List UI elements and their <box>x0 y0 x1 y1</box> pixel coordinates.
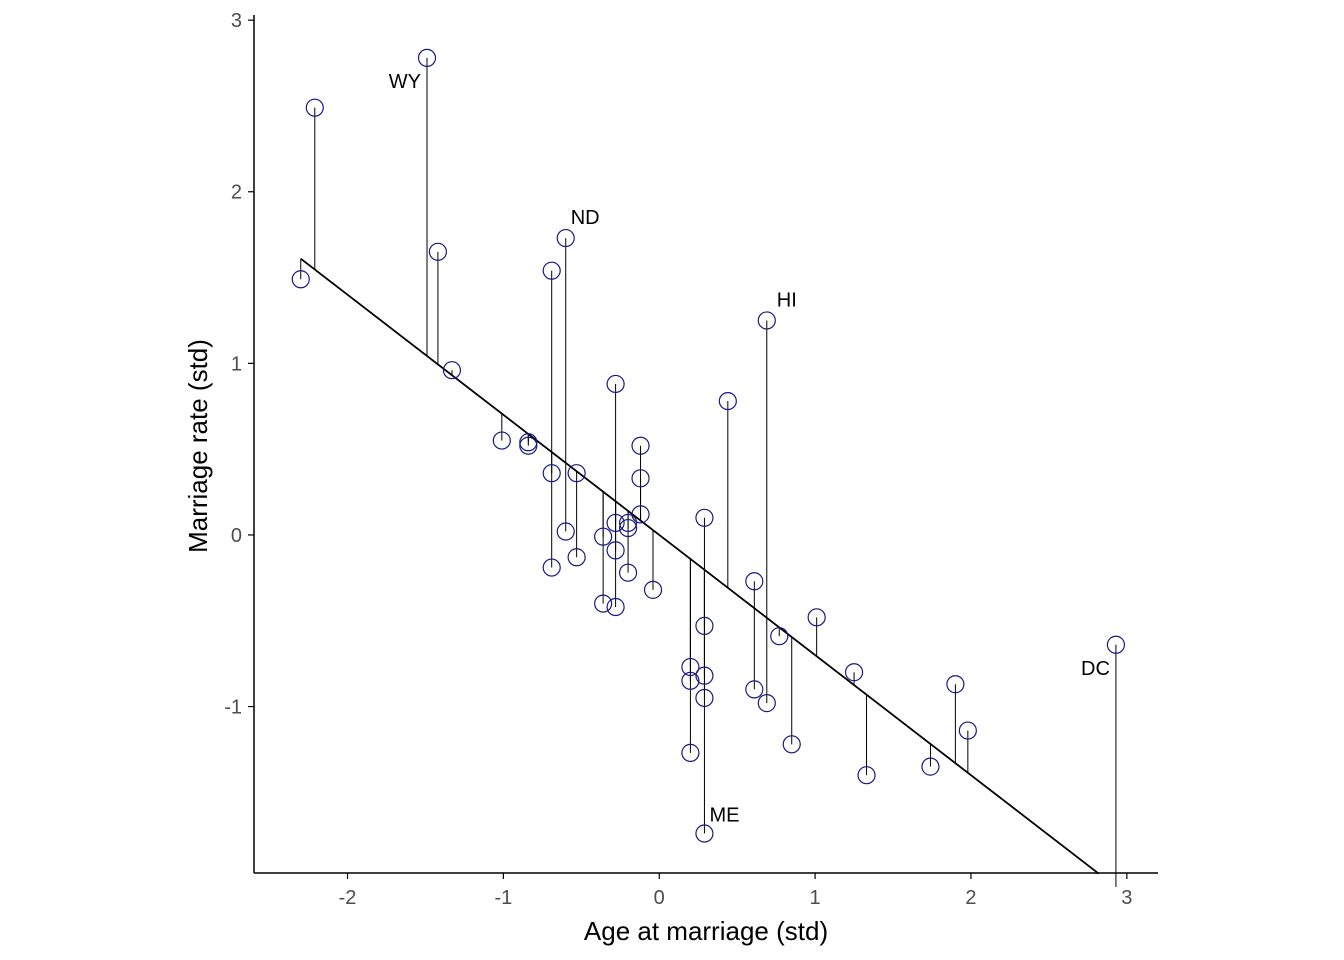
x-ticks: -2 -1 0 1 2 3 <box>339 873 1132 909</box>
data-point <box>643 580 663 599</box>
data-point <box>782 735 801 754</box>
point-labels: WY ND ME HI DC <box>389 71 1110 827</box>
y-tick-label: 2 <box>231 182 242 204</box>
data-point <box>695 666 714 685</box>
data-point <box>305 98 324 117</box>
data-point <box>681 671 700 690</box>
data-point <box>1106 635 1126 654</box>
x-tick-label: 0 <box>654 887 665 909</box>
data-point <box>567 548 586 567</box>
data-point <box>857 766 876 785</box>
data-point <box>567 464 586 483</box>
point-label: ND <box>571 207 600 229</box>
y-tick-label: 1 <box>231 353 242 375</box>
data-point <box>594 527 613 546</box>
data-point <box>695 824 714 843</box>
regression-line <box>300 257 1100 875</box>
data-point <box>291 270 310 289</box>
point-label: WY <box>389 71 421 93</box>
data-point <box>958 721 977 740</box>
data-point <box>921 757 940 776</box>
x-tick-label: 1 <box>810 887 821 909</box>
data-point <box>807 608 826 627</box>
data-point <box>618 518 638 538</box>
data-point <box>556 228 575 248</box>
point-label: DC <box>1081 658 1110 680</box>
data-point <box>594 594 613 613</box>
y-axis-title: Marriage rate (std) <box>183 339 213 553</box>
data-point <box>757 311 776 330</box>
y-tick-label: 0 <box>231 525 242 547</box>
x-tick-label: -2 <box>339 887 357 909</box>
data-point <box>745 680 764 699</box>
data-point <box>618 563 638 582</box>
data-point <box>695 616 714 635</box>
y-ticks: -1 0 1 2 3 <box>224 10 254 719</box>
y-tick-label: 3 <box>231 10 242 32</box>
x-tick-label: 2 <box>965 887 976 909</box>
data-point <box>606 541 625 560</box>
data-point <box>428 242 448 261</box>
data-point <box>631 469 650 488</box>
data-point <box>519 433 538 452</box>
data-point <box>606 513 625 533</box>
data-point <box>606 374 625 394</box>
data-point <box>718 392 737 411</box>
data-point <box>681 657 700 677</box>
data-point <box>757 694 776 713</box>
data-point <box>681 743 700 762</box>
data-point <box>844 663 864 682</box>
x-tick-label: -1 <box>494 887 512 909</box>
x-tick-label: 3 <box>1121 887 1132 909</box>
data-point <box>492 431 511 450</box>
data-point <box>606 597 625 617</box>
data-points <box>291 48 1126 843</box>
data-point <box>631 505 650 524</box>
y-tick-label: -1 <box>224 697 242 719</box>
point-label: HI <box>777 289 797 311</box>
axes <box>253 15 1158 874</box>
regression-line-group <box>300 257 1100 875</box>
data-point <box>770 627 789 646</box>
data-point <box>556 522 575 541</box>
data-point <box>542 464 561 483</box>
data-point <box>695 688 714 708</box>
data-point <box>946 675 965 694</box>
residual-segments <box>300 57 1117 887</box>
data-point <box>519 436 538 455</box>
data-point <box>417 48 437 68</box>
data-point <box>695 508 714 527</box>
x-axis-title: Age at marriage (std) <box>584 916 828 946</box>
data-point <box>442 361 462 380</box>
data-point <box>631 436 650 455</box>
data-point <box>542 558 561 577</box>
data-point <box>618 513 638 533</box>
point-label: ME <box>709 805 739 827</box>
data-point <box>745 572 764 591</box>
data-point <box>542 261 561 280</box>
